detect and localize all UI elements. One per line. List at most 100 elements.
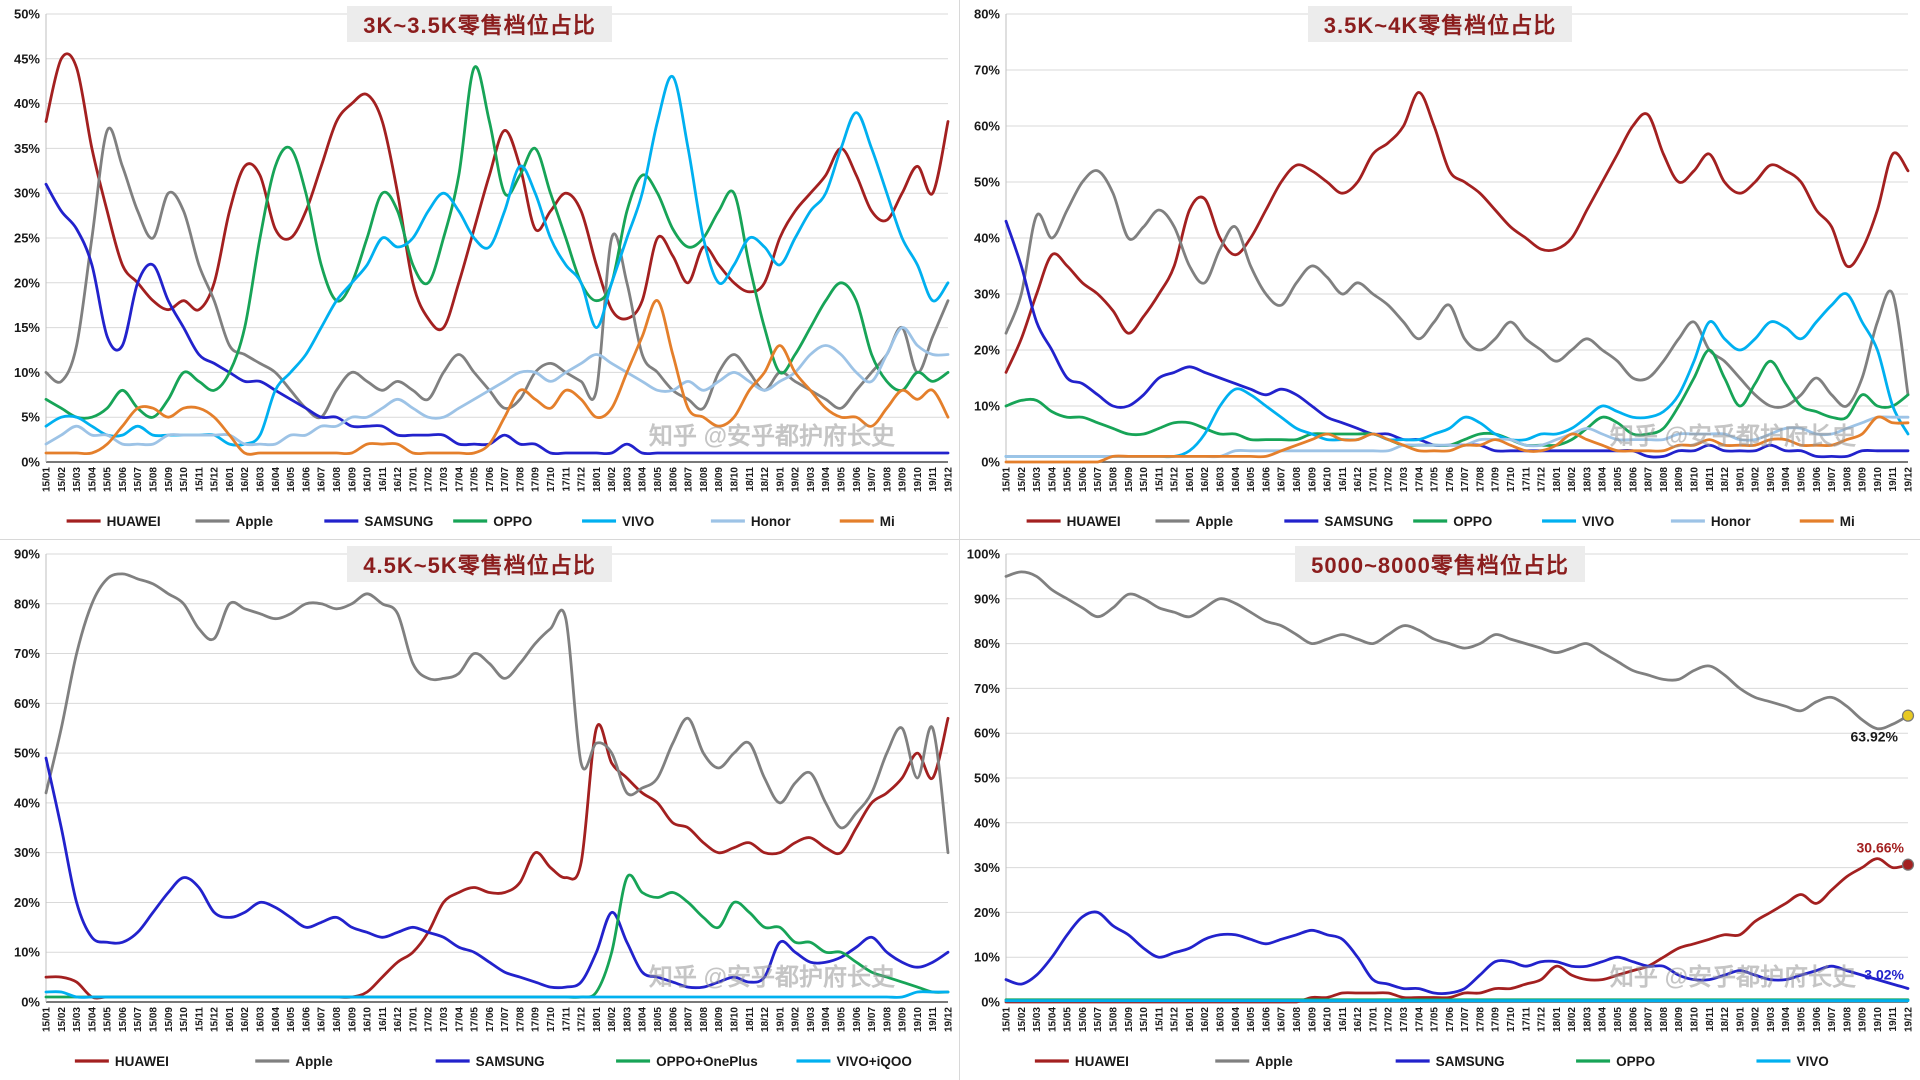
x-tick-label: 16/04	[271, 1007, 282, 1032]
x-tick-label: 17/06	[485, 467, 496, 492]
series-line-honor	[44, 326, 950, 447]
series-line-vivo	[44, 75, 950, 447]
x-tick-label: 17/09	[1491, 1007, 1502, 1032]
x-tick-label: 19/12	[1904, 467, 1915, 492]
x-tick-label: 19/02	[791, 467, 802, 492]
x-tick-label: 17/04	[1414, 1007, 1425, 1032]
legend-label-oppo: OPPO	[493, 514, 532, 529]
chart-panel-3.5k-4k: 3.5K~4K零售档位占比 0% 10% 20% 30% 40% 50% 60% 70% 80%…	[960, 0, 1920, 540]
x-tick-label: 15/10	[179, 1007, 190, 1032]
y-tick-label: 15%	[14, 320, 40, 335]
y-tick-label: 40%	[14, 96, 40, 111]
x-tick-label: 19/11	[1888, 467, 1899, 492]
y-tick-label: 40%	[14, 795, 40, 810]
x-tick-label: 16/06	[301, 467, 312, 492]
x-tick-label: 17/11	[1521, 467, 1532, 492]
x-tick-label: 15/01	[42, 1007, 53, 1032]
series-line-samsung	[44, 756, 950, 990]
x-tick-label: 16/08	[1292, 1007, 1303, 1032]
x-tick-label: 16/11	[1338, 1007, 1349, 1032]
x-tick-label: 19/02	[1751, 1007, 1762, 1032]
endpoint-dot-apple	[1901, 709, 1915, 722]
x-tick-label: 18/05	[653, 1007, 664, 1032]
y-tick-label: 70%	[14, 646, 40, 661]
x-tick-label: 15/04	[87, 467, 98, 492]
y-tick-label: 0%	[21, 995, 40, 1010]
y-tick-label: 10%	[14, 945, 40, 960]
y-tick-label: 0%	[21, 455, 40, 470]
x-tick-label: 19/01	[775, 1007, 786, 1032]
x-tick-label: 18/10	[729, 1007, 740, 1032]
x-tick-label: 16/01	[225, 467, 236, 492]
x-tick-label: 19/08	[1842, 1007, 1853, 1032]
y-tick-label: 70%	[974, 63, 1000, 78]
x-tick-label: 15/02	[57, 1007, 68, 1032]
x-tick-label: 17/07	[1460, 467, 1471, 492]
y-tick-label: 60%	[974, 726, 1000, 741]
y-tick-label: 20%	[974, 905, 1000, 920]
x-tick-label: 17/02	[1384, 467, 1395, 492]
y-tick-label: 0%	[981, 455, 1000, 470]
x-tick-label: 19/10	[913, 467, 924, 492]
x-tick-label: 18/09	[1674, 467, 1685, 492]
x-tick-label: 19/06	[852, 1007, 863, 1032]
x-tick-label: 15/02	[1017, 467, 1028, 492]
x-tick-label: 15/01	[1002, 1007, 1013, 1032]
x-tick-label: 15/05	[1063, 467, 1074, 492]
x-tick-label: 18/02	[607, 467, 618, 492]
x-tick-label: 18/10	[729, 467, 740, 492]
legend-label-apple: Apple	[235, 514, 273, 529]
x-tick-label: 16/03	[1216, 1007, 1227, 1032]
x-tick-label: 18/02	[1567, 1007, 1578, 1032]
x-tick-label: 19/02	[1751, 467, 1762, 492]
x-tick-label: 16/11	[1338, 467, 1349, 492]
x-tick-label: 16/04	[1231, 1007, 1242, 1032]
legend-label-samsung: SAMSUNG	[476, 1054, 545, 1069]
x-tick-label: 15/07	[1093, 1007, 1104, 1032]
x-tick-label: 17/04	[454, 467, 465, 492]
x-tick-label: 18/01	[592, 467, 603, 492]
legend-label-mi: Mi	[880, 514, 895, 529]
x-tick-label: 18/06	[1628, 467, 1639, 492]
x-tick-label: 16/12	[1353, 467, 1364, 492]
x-tick-label: 16/02	[240, 467, 251, 492]
x-tick-label: 15/08	[149, 467, 160, 492]
legend-label-honor: Honor	[751, 514, 791, 529]
x-tick-label: 19/08	[882, 467, 893, 492]
x-tick-label: 19/10	[1873, 1007, 1884, 1032]
x-tick-label: 17/09	[531, 467, 542, 492]
x-tick-label: 18/06	[668, 1007, 679, 1032]
x-tick-label: 15/06	[1078, 1007, 1089, 1032]
x-tick-label: 15/12	[1170, 467, 1181, 492]
y-tick-label: 30%	[14, 186, 40, 201]
x-tick-label: 19/09	[1858, 1007, 1869, 1032]
legend-label-samsung: SAMSUNG	[1324, 514, 1393, 529]
x-tick-label: 15/09	[1124, 1007, 1135, 1032]
x-tick-label: 15/12	[210, 1007, 221, 1032]
x-tick-label: 15/09	[164, 1007, 175, 1032]
x-tick-label: 17/10	[546, 1007, 557, 1032]
x-tick-label: 15/08	[149, 1007, 160, 1032]
x-tick-label: 18/09	[714, 1007, 725, 1032]
x-tick-label: 17/01	[408, 467, 419, 492]
x-tick-label: 17/08	[1475, 467, 1486, 492]
y-tick-label: 50%	[14, 7, 40, 22]
x-tick-label: 18/11	[1705, 1007, 1716, 1032]
x-tick-label: 19/12	[944, 467, 955, 492]
x-tick-label: 17/10	[1506, 1007, 1517, 1032]
y-tick-label: 80%	[974, 7, 1000, 22]
y-tick-label: 40%	[974, 231, 1000, 246]
y-tick-label: 50%	[974, 175, 1000, 190]
series-line-oppo	[44, 65, 950, 420]
x-tick-label: 19/03	[806, 467, 817, 492]
x-tick-label: 15/07	[133, 467, 144, 492]
x-tick-label: 15/03	[72, 467, 83, 492]
y-tick-label: 60%	[14, 696, 40, 711]
x-tick-label: 18/11	[745, 467, 756, 492]
legend-label-honor: Honor	[1711, 514, 1751, 529]
series-line-apple	[44, 126, 950, 420]
x-tick-label: 15/02	[1017, 1007, 1028, 1032]
x-tick-label: 16/02	[240, 1007, 251, 1032]
x-tick-label: 17/12	[1537, 1007, 1548, 1032]
x-tick-label: 18/10	[1689, 1007, 1700, 1032]
